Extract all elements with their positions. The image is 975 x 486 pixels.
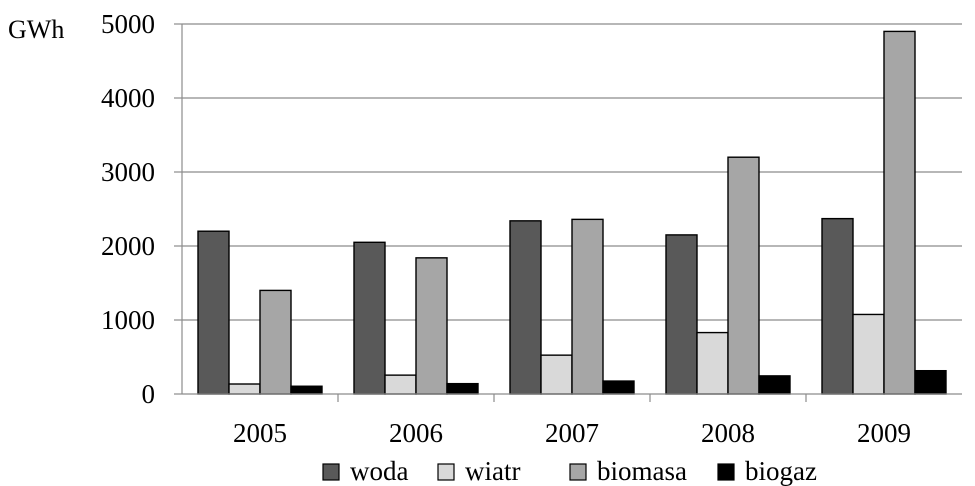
bar-woda-2007 (509, 220, 542, 395)
bar-wiatr-2008 (696, 331, 729, 395)
y-tick-label: 5000 (101, 9, 155, 39)
bar-biomasa-2009 (883, 30, 916, 395)
bar-biogaz-2007 (602, 380, 635, 395)
legend-swatch-biogaz (717, 463, 735, 481)
bar-biogaz-2005 (290, 385, 323, 395)
y-tick-label: 0 (142, 379, 156, 409)
y-tick-label: 4000 (101, 83, 155, 113)
bar-biomasa-2006 (415, 257, 448, 395)
x-tick-label: 2005 (233, 418, 287, 448)
x-tick-label: 2009 (857, 418, 911, 448)
y-tick-label: 1000 (101, 305, 155, 335)
legend-swatch-woda (322, 463, 340, 481)
bar-biogaz-2008 (758, 375, 791, 395)
bar-biogaz-2009 (914, 369, 947, 395)
legend: woda wiatr biomasa biogaz (322, 456, 817, 486)
legend-label-wiatr: wiatr (465, 456, 520, 486)
y-tick-label: 3000 (101, 157, 155, 187)
bar-biomasa-2007 (571, 218, 604, 395)
bar-wiatr-2006 (384, 374, 417, 395)
bar-woda-2009 (821, 217, 854, 395)
axes (181, 24, 962, 402)
legend-label-biomasa: biomasa (597, 456, 687, 486)
bar-woda-2008 (665, 234, 698, 395)
bar-wiatr-2005 (228, 383, 261, 395)
bar-biomasa-2008 (727, 156, 760, 395)
x-tick-label: 2007 (545, 418, 599, 448)
x-tick-label: 2006 (389, 418, 443, 448)
bar-wiatr-2007 (540, 354, 573, 395)
bar-woda-2006 (353, 241, 386, 395)
y-tick-labels: 0 1000 2000 3000 4000 5000 (101, 9, 155, 409)
bar-biomasa-2005 (259, 289, 292, 395)
y-axis-unit-label: GWh (8, 15, 64, 44)
legend-swatch-wiatr (437, 463, 455, 481)
x-tick-label: 2008 (701, 418, 755, 448)
bars (197, 30, 947, 395)
y-tick-label: 2000 (101, 231, 155, 261)
bar-biogaz-2006 (446, 382, 479, 395)
x-tick-labels: 2005 2006 2007 2008 2009 (233, 418, 911, 448)
legend-label-woda: woda (350, 456, 408, 486)
bar-wiatr-2009 (852, 313, 885, 395)
legend-label-biogaz: biogaz (745, 456, 817, 486)
legend-swatch-biomasa (569, 463, 587, 481)
bar-woda-2005 (197, 230, 230, 395)
